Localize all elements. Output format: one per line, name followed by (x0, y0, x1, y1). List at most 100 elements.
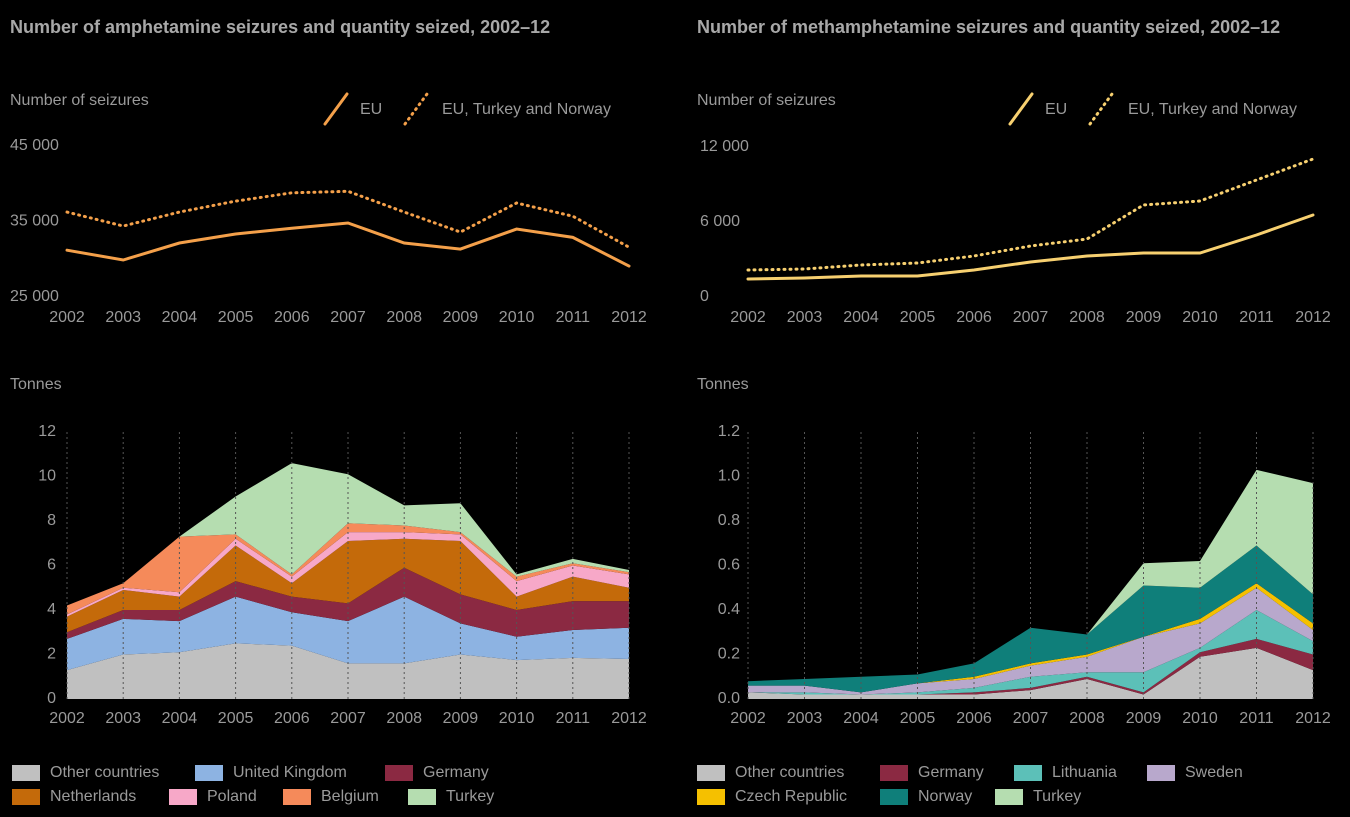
x-tick-label: 2002 (49, 710, 85, 727)
legend-label: Poland (207, 788, 257, 805)
legend-swatch (323, 92, 349, 126)
y-tick-label: 4 (47, 601, 56, 618)
chart-title: Number of amphetamine seizures and quant… (10, 17, 550, 37)
x-tick-label: 2008 (386, 309, 422, 326)
area-series (748, 638, 1313, 695)
legend-swatch (697, 789, 725, 805)
legend-label: Turkey (446, 788, 494, 805)
legend-swatch (880, 765, 908, 781)
y-tick-label: 0.2 (718, 646, 740, 663)
x-tick-label: 2003 (787, 710, 823, 727)
y-tick-label: 12 000 (700, 138, 749, 155)
x-tick-label: 2010 (499, 309, 535, 326)
x-tick-label: 2005 (900, 309, 936, 326)
y-tick-label: 8 (47, 512, 56, 529)
legend-label: Norway (918, 788, 972, 805)
x-tick-label: 2006 (274, 710, 310, 727)
y-tick-label: 0 (700, 288, 709, 305)
y-tick-label: 1.0 (718, 468, 740, 485)
legend-swatch (697, 765, 725, 781)
line-series (65, 189, 631, 249)
x-tick-label: 2007 (1013, 710, 1049, 727)
x-tick-label: 2002 (730, 710, 766, 727)
y-axis-label: Tonnes (10, 376, 62, 393)
x-tick-label: 2011 (556, 309, 591, 326)
legend-label: Belgium (321, 788, 379, 805)
area-series (67, 567, 629, 639)
legend-swatch (408, 789, 436, 805)
y-axis-label: Number of seizures (697, 92, 836, 109)
x-tick-label: 2012 (1295, 309, 1331, 326)
y-axis-label: Number of seizures (10, 92, 149, 109)
x-tick-label: 2009 (1126, 710, 1162, 727)
chart-title: Number of methamphetamine seizures and q… (697, 17, 1280, 37)
area-series (67, 643, 629, 699)
x-tick-label: 2007 (330, 710, 366, 727)
legend-swatch (880, 789, 908, 805)
y-tick-label: 10 (38, 468, 56, 485)
x-tick-label: 2004 (843, 710, 879, 727)
y-tick-label: 25 000 (10, 288, 59, 305)
x-tick-label: 2003 (787, 309, 823, 326)
x-tick-label: 2009 (443, 309, 479, 326)
x-tick-label: 2008 (1069, 309, 1105, 326)
x-tick-label: 2005 (218, 710, 254, 727)
legend-label: Netherlands (50, 788, 136, 805)
y-tick-label: 0 (47, 690, 56, 707)
legend-label: EU, Turkey and Norway (442, 101, 611, 118)
x-tick-label: 2012 (611, 309, 647, 326)
y-tick-label: 0.0 (718, 690, 740, 707)
line-series (65, 221, 631, 268)
y-tick-label: 0.6 (718, 557, 740, 574)
x-tick-label: 2008 (386, 710, 422, 727)
legend-label: Other countries (50, 764, 159, 781)
legend-swatch (12, 765, 40, 781)
y-tick-label: 12 (38, 423, 56, 440)
legend-swatch (1088, 92, 1114, 126)
legend-label: EU (360, 101, 382, 118)
legend-swatch (169, 789, 197, 805)
legend-label: Other countries (735, 764, 844, 781)
legend-swatch (1014, 765, 1042, 781)
x-tick-label: 2004 (843, 309, 879, 326)
legend-swatch (195, 765, 223, 781)
x-tick-label: 2006 (956, 309, 992, 326)
x-tick-label: 2007 (330, 309, 366, 326)
x-tick-label: 2004 (162, 309, 198, 326)
x-tick-label: 2011 (1239, 710, 1274, 727)
legend-label: Czech Republic (735, 788, 847, 805)
x-tick-label: 2010 (1182, 710, 1218, 727)
y-tick-label: 1.2 (718, 423, 740, 440)
area-series (67, 538, 629, 633)
x-tick-label: 2003 (105, 710, 141, 727)
legend-label: United Kingdom (233, 764, 347, 781)
x-tick-label: 2010 (1182, 309, 1218, 326)
x-tick-label: 2002 (730, 309, 766, 326)
x-tick-label: 2005 (218, 309, 254, 326)
legend-label: Lithuania (1052, 764, 1117, 781)
x-tick-label: 2010 (499, 710, 535, 727)
x-tick-label: 2012 (611, 710, 647, 727)
legend-swatch (403, 92, 429, 126)
legend-swatch (995, 789, 1023, 805)
y-tick-label: 0.8 (718, 512, 740, 529)
legend-swatch (385, 765, 413, 781)
y-tick-label: 6 000 (700, 213, 740, 230)
x-tick-label: 2006 (956, 710, 992, 727)
legend-label: Germany (918, 764, 984, 781)
x-tick-label: 2002 (49, 309, 85, 326)
legend-label: Sweden (1185, 764, 1243, 781)
x-tick-label: 2009 (443, 710, 479, 727)
x-tick-label: 2011 (556, 710, 591, 727)
x-tick-label: 2008 (1069, 710, 1105, 727)
legend-label: EU (1045, 101, 1067, 118)
y-tick-label: 6 (47, 557, 56, 574)
legend-swatch (12, 789, 40, 805)
line-series (746, 213, 1315, 281)
legend-swatch (1147, 765, 1175, 781)
x-tick-label: 2003 (105, 309, 141, 326)
line-series (746, 157, 1315, 272)
x-tick-label: 2004 (162, 710, 198, 727)
legend-swatch (1008, 92, 1034, 126)
